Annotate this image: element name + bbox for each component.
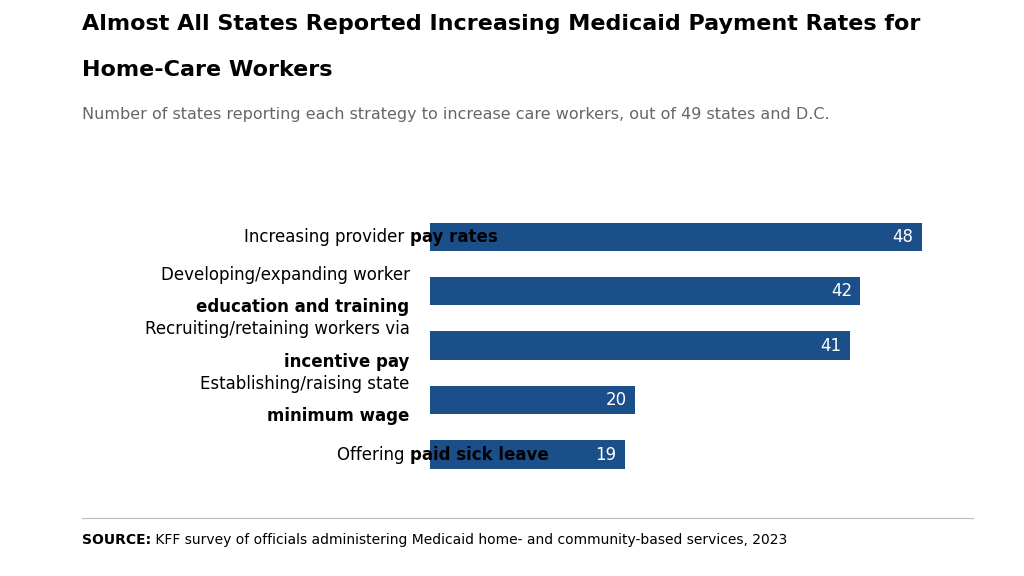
Text: 20: 20 xyxy=(605,391,627,409)
Text: Establishing/raising state: Establishing/raising state xyxy=(201,375,410,393)
Text: paid sick leave: paid sick leave xyxy=(410,445,548,464)
Bar xyxy=(430,277,860,305)
Text: 19: 19 xyxy=(595,445,616,464)
Bar xyxy=(430,331,850,360)
Text: Recruiting/retaining workers via: Recruiting/retaining workers via xyxy=(144,320,410,339)
Text: incentive pay: incentive pay xyxy=(285,353,410,371)
Bar xyxy=(430,222,922,251)
Text: Number of states reporting each strategy to increase care workers, out of 49 sta: Number of states reporting each strategy… xyxy=(82,107,829,122)
Bar xyxy=(430,386,635,414)
Text: Increasing provider: Increasing provider xyxy=(244,228,410,246)
Text: SOURCE:: SOURCE: xyxy=(82,533,152,547)
Text: KFF survey of officials administering Medicaid home- and community-based service: KFF survey of officials administering Me… xyxy=(152,533,787,547)
Text: Home-Care Workers: Home-Care Workers xyxy=(82,60,333,81)
Bar xyxy=(430,441,625,469)
Text: 41: 41 xyxy=(820,336,842,355)
Text: education and training: education and training xyxy=(197,298,410,316)
Text: minimum wage: minimum wage xyxy=(267,407,410,425)
Text: 48: 48 xyxy=(892,228,913,246)
Text: Almost All States Reported Increasing Medicaid Payment Rates for: Almost All States Reported Increasing Me… xyxy=(82,14,921,35)
Text: Offering: Offering xyxy=(337,445,410,464)
Text: pay rates: pay rates xyxy=(410,228,498,246)
Text: 42: 42 xyxy=(830,282,852,300)
Text: Developing/expanding worker: Developing/expanding worker xyxy=(161,266,410,284)
